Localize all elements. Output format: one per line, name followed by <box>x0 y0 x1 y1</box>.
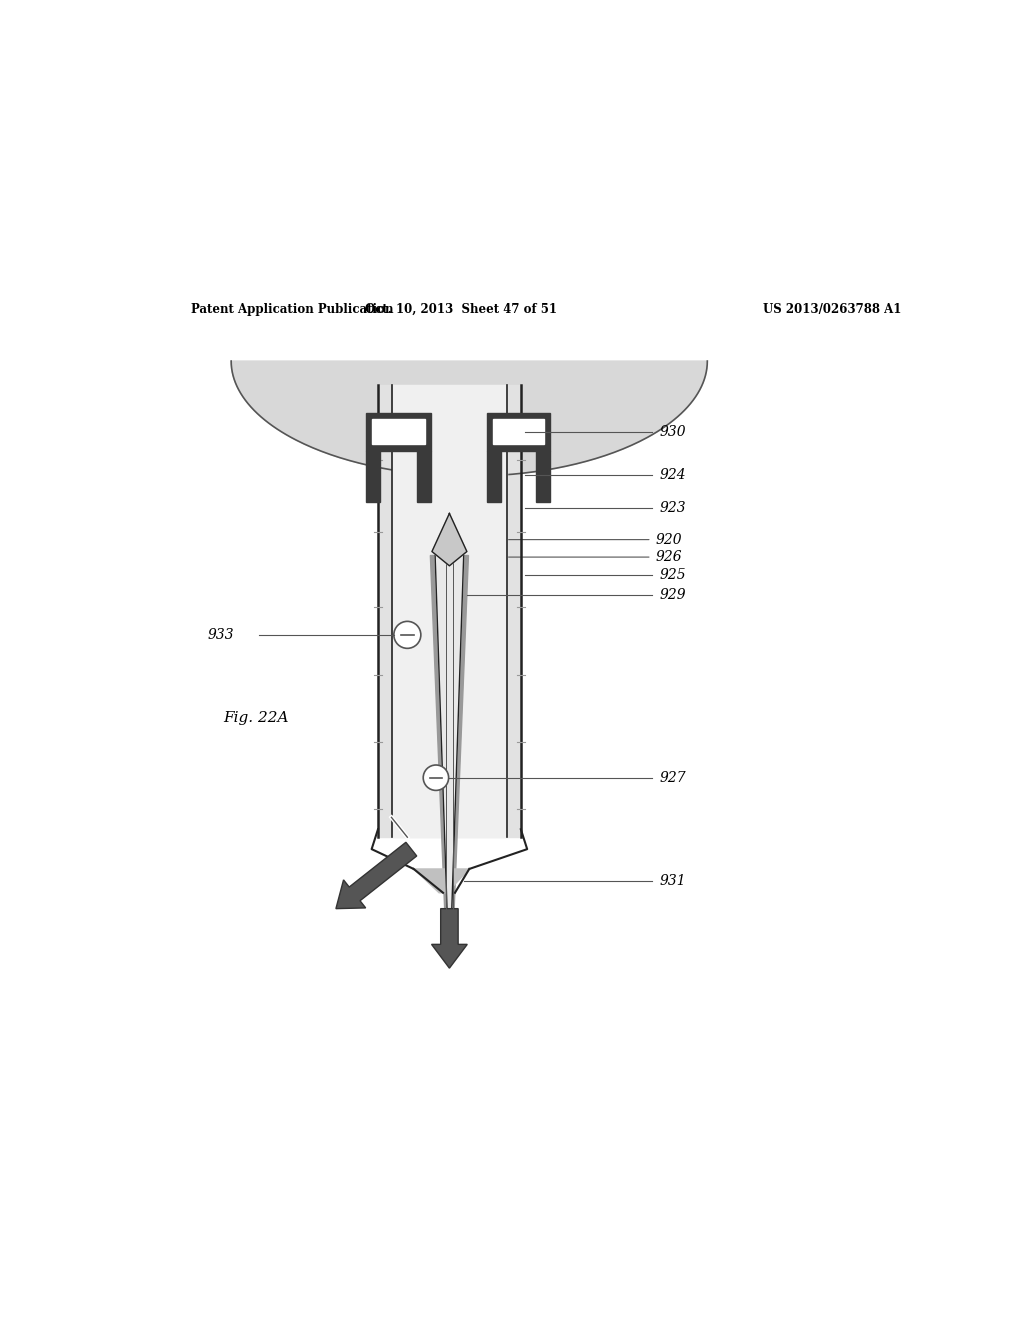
FancyArrow shape <box>431 908 467 968</box>
Circle shape <box>423 766 449 791</box>
Polygon shape <box>435 556 464 908</box>
Polygon shape <box>378 385 521 837</box>
Text: 931: 931 <box>659 874 686 888</box>
Polygon shape <box>494 418 544 445</box>
Text: Fig. 22A: Fig. 22A <box>223 711 289 725</box>
Text: 933: 933 <box>207 628 234 642</box>
Text: 929: 929 <box>659 589 686 602</box>
Text: US 2013/0263788 A1: US 2013/0263788 A1 <box>763 304 901 315</box>
Polygon shape <box>392 385 507 837</box>
Polygon shape <box>430 556 468 908</box>
Text: 926: 926 <box>655 550 682 564</box>
FancyArrow shape <box>336 842 417 908</box>
Polygon shape <box>486 413 550 450</box>
Polygon shape <box>231 362 708 477</box>
Text: Patent Application Publication: Patent Application Publication <box>191 304 394 315</box>
Circle shape <box>394 622 421 648</box>
Polygon shape <box>367 413 431 450</box>
Polygon shape <box>486 450 501 503</box>
Polygon shape <box>367 450 380 503</box>
Polygon shape <box>414 869 469 892</box>
Polygon shape <box>373 418 425 445</box>
Text: 927: 927 <box>659 771 686 784</box>
Text: 923: 923 <box>659 500 686 515</box>
Polygon shape <box>432 513 467 566</box>
Text: Oct. 10, 2013  Sheet 47 of 51: Oct. 10, 2013 Sheet 47 of 51 <box>366 304 557 315</box>
Text: 924: 924 <box>659 467 686 482</box>
Polygon shape <box>417 450 431 503</box>
Text: 930: 930 <box>659 425 686 438</box>
Text: 920: 920 <box>655 533 682 546</box>
Text: 925: 925 <box>659 568 686 582</box>
Polygon shape <box>536 450 550 503</box>
